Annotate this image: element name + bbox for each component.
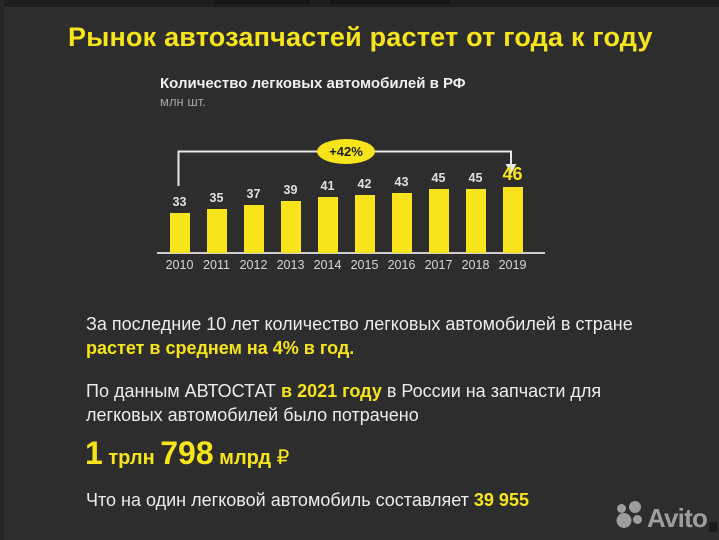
bar-column: 35 <box>198 191 235 253</box>
year-label: 2011 <box>203 258 230 272</box>
bar-column: 45 <box>420 171 457 253</box>
fact-growth-paragraph: За последние 10 лет количество легковых … <box>86 312 633 360</box>
bar <box>317 197 338 253</box>
year-label: 2014 <box>313 258 342 272</box>
fact-growth-line2: растет в среднем на 4% в год. <box>86 338 355 358</box>
fact-per-car-paragraph: Что на один легковой автомобиль составля… <box>86 488 529 512</box>
growth-badge: +42% <box>317 139 375 164</box>
chart-bars: 33 35 37 39 41 42 43 45 45 46 <box>161 140 531 253</box>
amount-trillions: 1 <box>85 435 103 471</box>
bar-value-label: 46 <box>502 164 523 184</box>
bar-value-label: 45 <box>468 171 483 185</box>
year-label: 2012 <box>239 258 268 272</box>
bar <box>169 213 190 253</box>
bar-column: 39 <box>272 183 309 253</box>
bar-column: 43 <box>383 175 420 253</box>
bar <box>206 209 227 253</box>
arrow-down-icon <box>505 164 517 174</box>
corner-artifact <box>709 522 717 532</box>
year-label: 2013 <box>276 258 305 272</box>
chart-units-label: млн шт. <box>160 94 206 109</box>
fact-per-car-value: 39 955 <box>473 490 529 510</box>
year-label: 2010 <box>165 258 194 272</box>
fact-spending-paragraph: По данным АВТОСТАТ в 2021 году в России … <box>86 379 601 427</box>
cropped-text-fragment <box>330 0 450 4</box>
year-label: 2016 <box>387 258 416 272</box>
bar-value-label: 35 <box>209 191 224 205</box>
fact-spending-year-highlight: в 2021 году <box>281 381 382 401</box>
bar-value-label: 33 <box>172 195 187 209</box>
bar-column: 37 <box>235 187 272 253</box>
bar-column: 45 <box>457 171 494 253</box>
amount-billions: 798 <box>160 435 214 471</box>
fact-spending-line2: легковых автомобилей было потрачено <box>86 405 419 425</box>
amount-trillions-unit: трлн <box>102 447 161 469</box>
bar <box>243 205 264 253</box>
chart-years: 2010 2011 2012 2013 2014 2015 2016 2017 2018 2019 <box>161 258 531 272</box>
bar <box>354 195 375 253</box>
fact-spending-suffix: в России на запчасти для <box>381 381 602 401</box>
bar-column: 42 <box>346 177 383 253</box>
year-label: 2017 <box>424 258 453 272</box>
total-amount: 1 трлн 798 млрд ₽ <box>85 437 289 476</box>
cropped-top-strip <box>0 0 719 7</box>
bar <box>428 189 449 253</box>
bar <box>280 201 301 253</box>
bar-column: 33 <box>161 195 198 253</box>
avito-logo: Avito <box>616 501 708 533</box>
bar-value-label: 43 <box>394 175 409 189</box>
bar-value-label: 39 <box>283 183 298 197</box>
fact-spending-prefix: По данным АВТОСТАТ <box>86 381 282 401</box>
year-label: 2019 <box>498 258 527 272</box>
chart-title: Количество легковых автомобилей в РФ <box>160 75 466 92</box>
bar-column: 41 <box>309 179 346 253</box>
avito-wordmark: Avito <box>647 503 707 533</box>
bar <box>465 189 486 253</box>
bar <box>391 193 412 253</box>
fact-spending-line1: По данным АВТОСТАТ в 2021 году в России … <box>86 379 601 403</box>
avito-circles-icon <box>616 501 642 528</box>
ruble-sign: ₽ <box>276 447 290 469</box>
year-label: 2015 <box>350 258 379 272</box>
amount-billions-unit: млрд <box>213 447 277 469</box>
chart-axis-line <box>157 252 545 254</box>
fact-per-car-text: Что на один легковой автомобиль составля… <box>86 490 474 510</box>
bar-value-label: 42 <box>357 177 372 191</box>
bar-value-label: 41 <box>320 179 335 193</box>
left-edge-shade <box>0 0 4 540</box>
cropped-text-fragment <box>215 0 310 4</box>
bar-column: 46 <box>494 164 531 253</box>
bar-value-label: 37 <box>246 187 261 201</box>
year-label: 2018 <box>461 258 490 272</box>
bar <box>502 187 523 253</box>
fact-growth-line1: За последние 10 лет количество легковых … <box>86 314 633 334</box>
bar-value-label: 45 <box>431 171 446 185</box>
page-title: Рынок автозапчастей растет от года к год… <box>68 22 653 52</box>
